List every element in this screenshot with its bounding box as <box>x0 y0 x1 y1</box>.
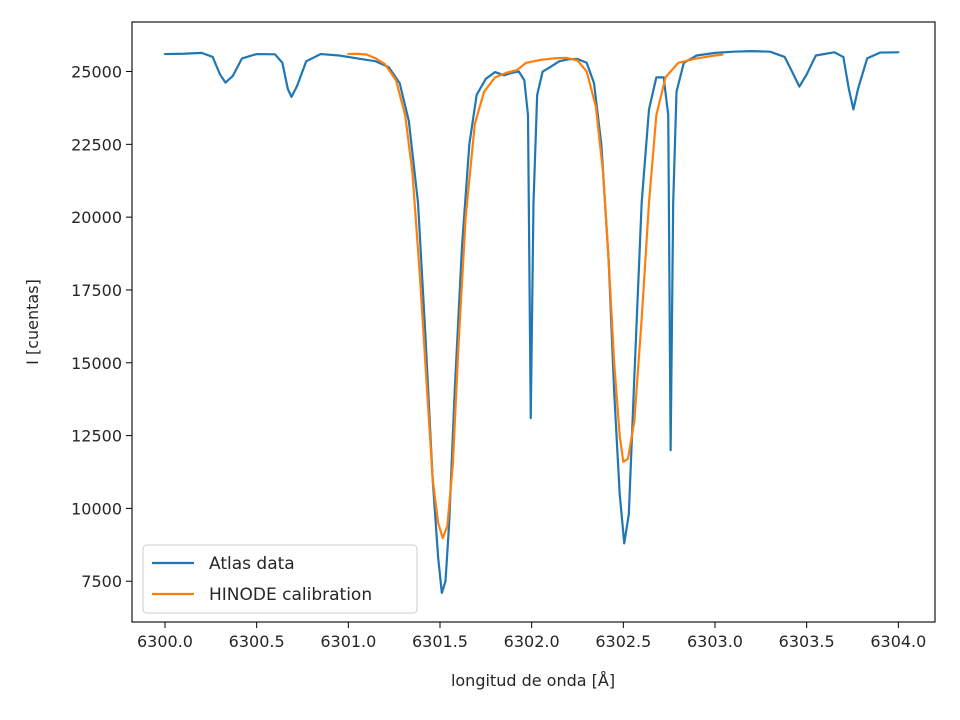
x-tick-label: 6303.0 <box>687 632 743 651</box>
x-tick-label: 6302.0 <box>504 632 560 651</box>
legend-label-hinode: HINODE calibration <box>209 585 372 605</box>
x-tick-label: 6300.0 <box>137 632 193 651</box>
y-tick-label: 25000 <box>71 63 122 82</box>
y-tick-label: 20000 <box>71 208 122 227</box>
y-tick-label: 7500 <box>81 572 122 591</box>
y-axis-ticks: 7500 10000 12500 15000 17500 20000 22500 25000 <box>71 63 132 591</box>
x-axis-ticks: 6300.0 6300.5 6301.0 6301.5 6302.0 6302.5 6303… <box>137 622 926 651</box>
y-axis-label: I [cuentas] <box>23 279 42 365</box>
series-line-atlas-data <box>163 50 900 594</box>
y-tick-label: 15000 <box>71 354 122 373</box>
legend: Atlas data HINODE calibration <box>142 544 418 614</box>
y-tick-label: 22500 <box>71 135 122 154</box>
legend-label-atlas: Atlas data <box>209 554 295 574</box>
y-tick-label: 12500 <box>71 427 122 446</box>
series-line-hinode-calibration <box>347 52 724 540</box>
y-tick-label: 10000 <box>71 499 122 518</box>
plot-frame <box>131 21 936 623</box>
x-tick-label: 6301.5 <box>412 632 468 651</box>
legend-box <box>142 544 418 614</box>
x-tick-label: 6304.0 <box>870 632 926 651</box>
x-tick-label: 6300.5 <box>229 632 285 651</box>
x-tick-label: 6301.0 <box>320 632 376 651</box>
x-tick-label: 6303.5 <box>779 632 835 651</box>
x-axis-label: longitud de onda [Å] <box>451 671 615 690</box>
plot-lines <box>163 50 900 594</box>
y-tick-label: 17500 <box>71 281 122 300</box>
x-tick-label: 6302.5 <box>595 632 651 651</box>
